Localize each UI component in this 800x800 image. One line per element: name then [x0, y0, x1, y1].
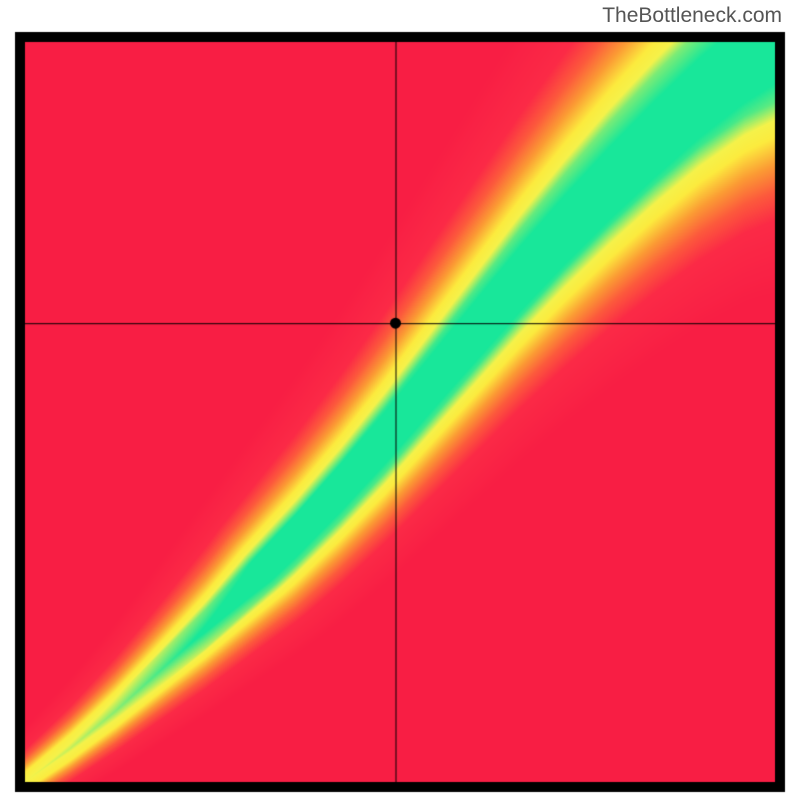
heatmap-canvas	[0, 0, 800, 800]
chart-container: TheBottleneck.com	[0, 0, 800, 800]
watermark-text: TheBottleneck.com	[602, 4, 782, 28]
